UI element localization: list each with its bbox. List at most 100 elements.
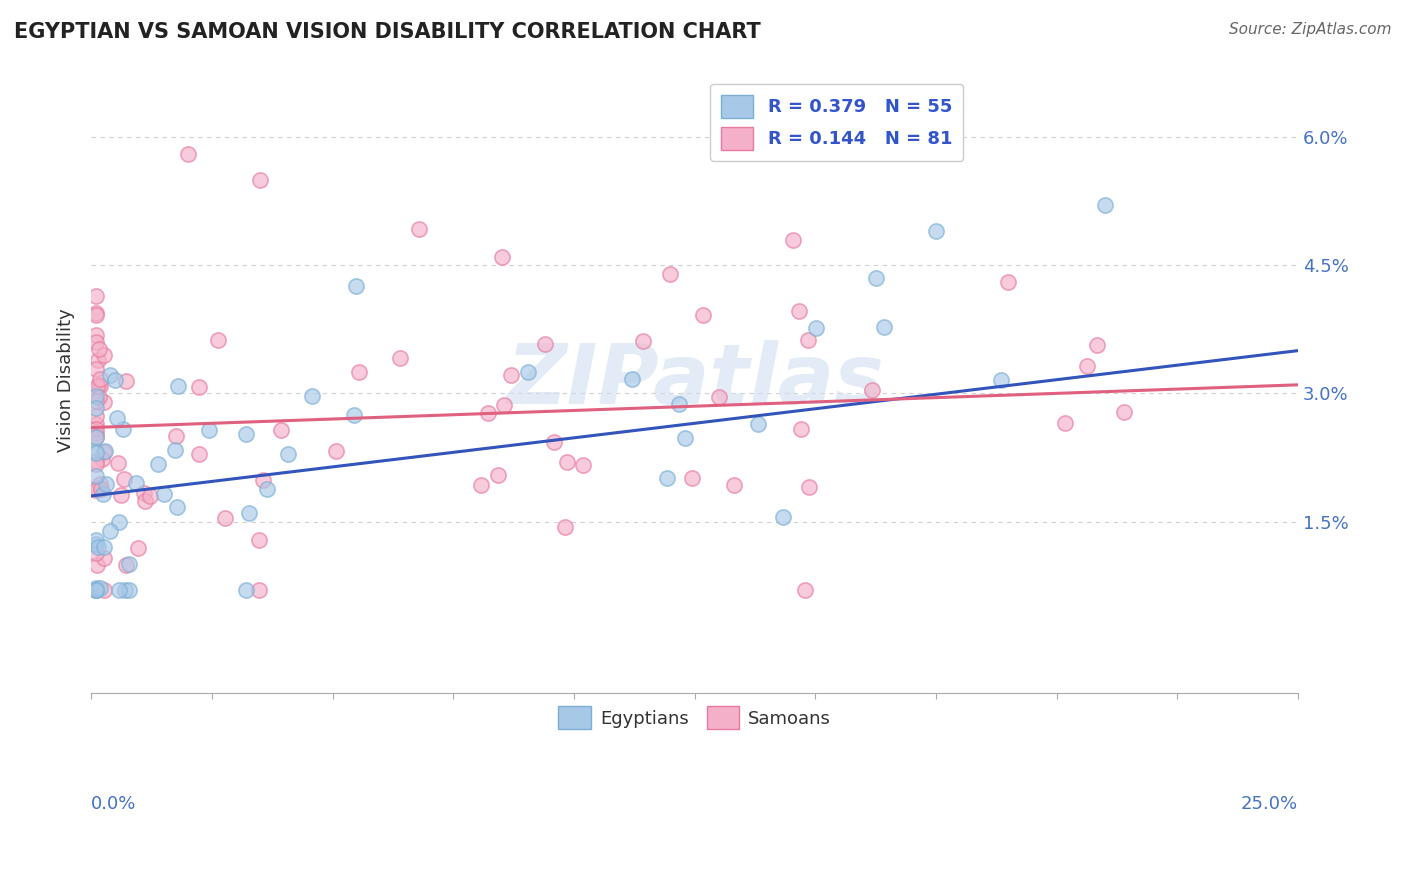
Point xyxy=(115,558,138,572)
Point xyxy=(270,423,292,437)
Point xyxy=(134,486,156,500)
Text: Source: ZipAtlas.com: Source: ZipAtlas.com xyxy=(1229,22,1392,37)
Point xyxy=(127,541,149,556)
Point xyxy=(214,511,236,525)
Point xyxy=(517,365,540,379)
Point xyxy=(235,582,257,597)
Point xyxy=(107,456,129,470)
Point xyxy=(477,406,499,420)
Point xyxy=(388,351,411,366)
Point xyxy=(860,383,883,397)
Point xyxy=(794,582,817,597)
Point xyxy=(723,478,745,492)
Point xyxy=(84,288,107,302)
Point xyxy=(247,533,270,547)
Point xyxy=(572,458,595,472)
Point xyxy=(167,379,190,393)
Point xyxy=(84,582,107,596)
Point xyxy=(668,397,690,411)
Point xyxy=(804,321,827,335)
Point xyxy=(84,389,107,403)
Text: ZIPatlas: ZIPatlas xyxy=(506,340,883,421)
Text: EGYPTIAN VS SAMOAN VISION DISABILITY CORRELATION CHART: EGYPTIAN VS SAMOAN VISION DISABILITY COR… xyxy=(14,22,761,42)
Point xyxy=(108,582,131,597)
Point xyxy=(789,303,811,318)
Point xyxy=(90,482,112,496)
Point xyxy=(198,423,221,437)
Legend: Egyptians, Samoans: Egyptians, Samoans xyxy=(551,699,838,737)
Point xyxy=(470,477,492,491)
Point xyxy=(207,333,229,347)
Point xyxy=(93,395,115,409)
Point xyxy=(96,476,118,491)
Point xyxy=(555,455,578,469)
Point xyxy=(797,480,820,494)
Point xyxy=(1085,338,1108,352)
Point xyxy=(118,558,141,572)
Point xyxy=(873,320,896,334)
Point xyxy=(89,477,111,491)
Point xyxy=(87,378,110,392)
Point xyxy=(89,378,111,392)
Point xyxy=(84,417,107,431)
Point xyxy=(84,537,107,551)
Point xyxy=(93,444,115,458)
Point xyxy=(252,473,274,487)
Point xyxy=(301,389,323,403)
Point xyxy=(139,490,162,504)
Point xyxy=(84,483,107,498)
Point xyxy=(84,425,107,440)
Point xyxy=(84,362,107,376)
Point xyxy=(84,401,107,415)
Point xyxy=(166,500,188,514)
Point xyxy=(84,446,107,460)
Point xyxy=(84,444,107,458)
Point xyxy=(104,373,127,387)
Point xyxy=(84,582,107,597)
Point xyxy=(491,250,513,264)
Point xyxy=(343,408,366,422)
Point xyxy=(325,444,347,458)
Point xyxy=(93,582,115,597)
Point xyxy=(620,372,643,386)
Point xyxy=(238,506,260,520)
Point xyxy=(84,328,107,343)
Point xyxy=(675,431,697,445)
Point xyxy=(84,582,107,597)
Point xyxy=(146,457,169,471)
Point xyxy=(93,347,115,361)
Point xyxy=(93,550,115,565)
Point xyxy=(486,468,509,483)
Point xyxy=(84,421,107,435)
Point xyxy=(165,429,187,443)
Point xyxy=(84,454,107,468)
Point xyxy=(1094,198,1116,212)
Y-axis label: Vision Disability: Vision Disability xyxy=(58,309,75,452)
Point xyxy=(84,582,107,597)
Point xyxy=(188,447,211,461)
Point xyxy=(990,373,1012,387)
Point xyxy=(110,488,132,502)
Point xyxy=(84,582,107,597)
Point xyxy=(235,427,257,442)
Point xyxy=(925,224,948,238)
Point xyxy=(796,333,818,347)
Point xyxy=(125,475,148,490)
Point xyxy=(256,482,278,496)
Point xyxy=(91,487,114,501)
Point xyxy=(115,375,138,389)
Point xyxy=(492,398,515,412)
Point xyxy=(108,515,131,529)
Point xyxy=(782,233,804,247)
Point xyxy=(188,379,211,393)
Point xyxy=(84,430,107,444)
Text: 0.0%: 0.0% xyxy=(91,795,136,814)
Point xyxy=(86,379,108,393)
Point xyxy=(772,510,794,524)
Point xyxy=(1053,416,1076,430)
Point xyxy=(631,334,654,348)
Point xyxy=(659,267,682,281)
Point xyxy=(134,494,156,508)
Point xyxy=(346,279,368,293)
Point xyxy=(84,430,107,444)
